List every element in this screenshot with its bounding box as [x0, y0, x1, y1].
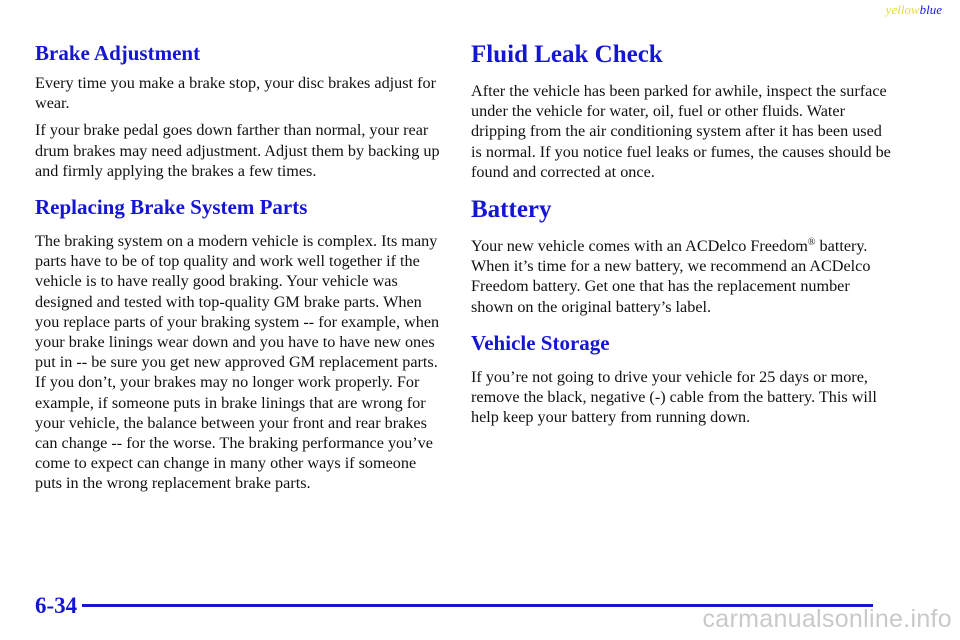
color-tag: yellowblue: [886, 2, 942, 18]
left-column: Brake Adjustment Every time you make a b…: [35, 40, 440, 494]
right-column: Fluid Leak Check After the vehicle has b…: [471, 40, 891, 427]
brake-adjustment-heading: Brake Adjustment: [35, 41, 201, 65]
vehicle-storage-paragraph: If you’re not going to drive your vehicl…: [471, 367, 877, 427]
registered-mark: ®: [807, 237, 816, 249]
replacing-parts-heading: Replacing Brake System Parts: [35, 195, 308, 220]
battery-paragraph-start: Your new vehicle comes with an ACDelco F…: [471, 237, 808, 256]
brake-adjustment-paragraph-2: If your brake pedal goes down farther th…: [35, 121, 440, 180]
color-tag-yellow: yellow: [885, 2, 920, 17]
color-tag-blue: blue: [919, 2, 942, 17]
fluid-leak-paragraph: After the vehicle has been parked for aw…: [471, 82, 891, 181]
page-number: 6-34: [35, 593, 78, 618]
battery-paragraph: Your new vehicle comes with an ACDelco F…: [471, 236, 891, 317]
vehicle-storage-heading: Vehicle Storage: [471, 330, 610, 355]
brake-adjustment-paragraph-1: Every time you make a brake stop, your d…: [35, 74, 436, 113]
replacing-parts-paragraph: The braking system on a modern vehicle i…: [35, 232, 440, 493]
battery-paragraph-end: battery. When it’s time for a new batter…: [471, 237, 871, 316]
site-watermark: carmanualsonline.info: [702, 605, 952, 633]
footer-rule: [82, 604, 873, 607]
battery-heading: Battery: [471, 196, 552, 224]
fluid-leak-heading: Fluid Leak Check: [471, 41, 663, 68]
